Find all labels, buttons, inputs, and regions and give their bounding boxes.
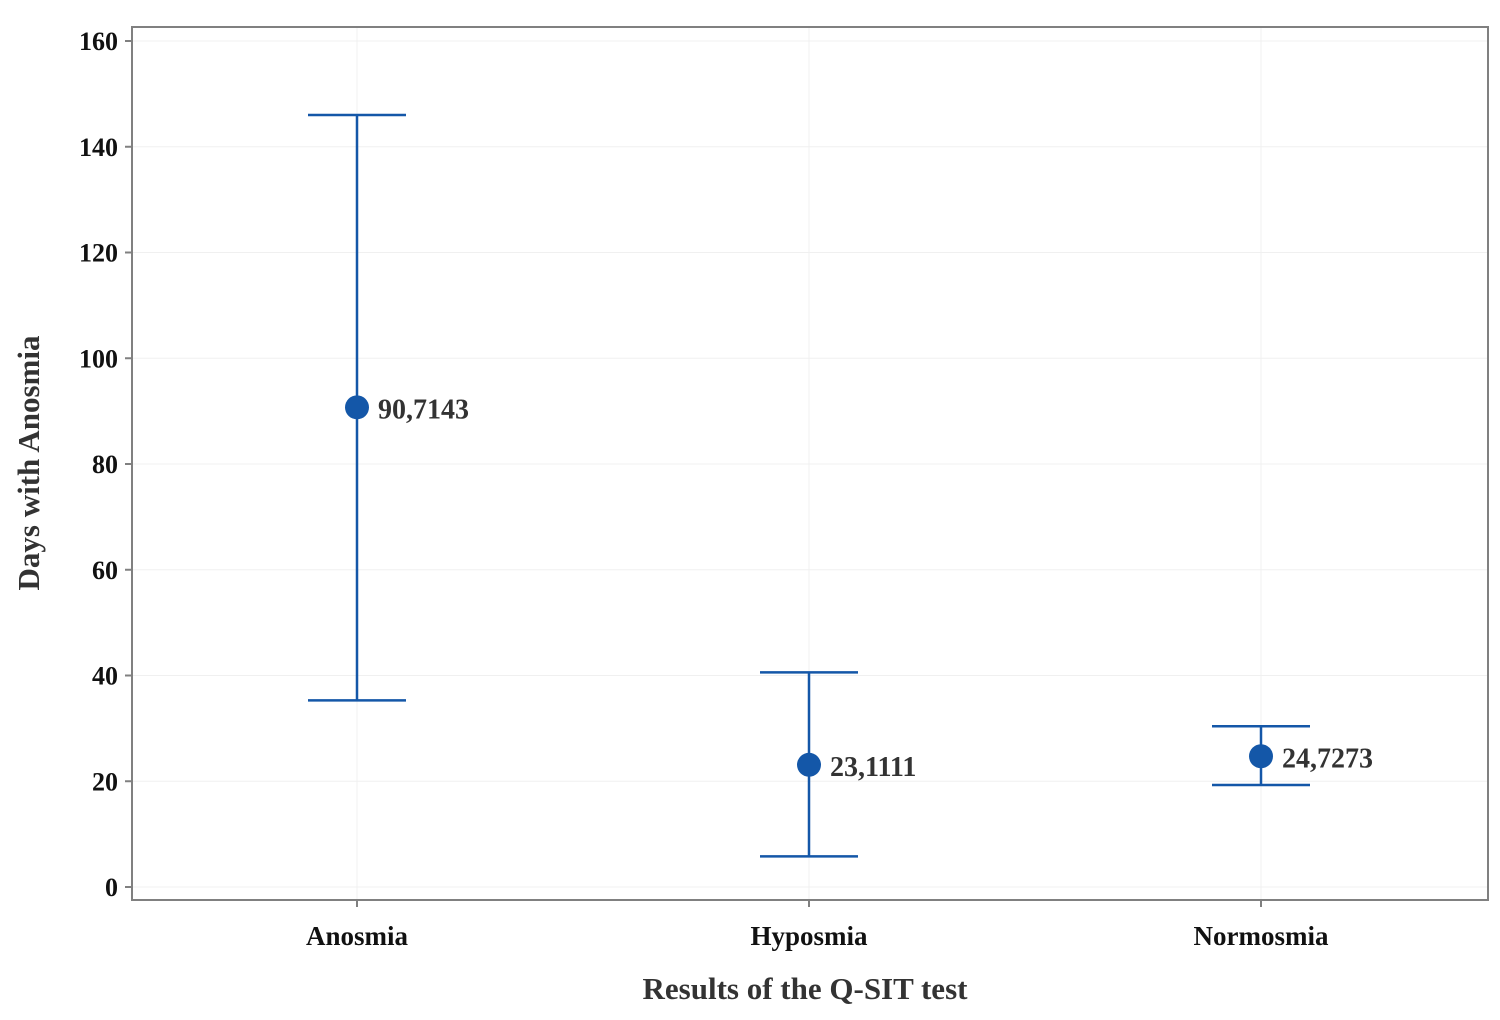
x-category-label: Normosmia xyxy=(1194,921,1329,951)
mean-point xyxy=(345,395,369,420)
mean-value-label: 24,7273 xyxy=(1282,743,1373,774)
y-tick-label: 100 xyxy=(79,344,118,373)
y-tick-label: 0 xyxy=(105,873,118,902)
y-tick-label: 160 xyxy=(79,27,118,56)
y-tick-label: 20 xyxy=(92,767,118,796)
x-category-label: Hyposmia xyxy=(750,921,868,951)
x-category-label: Anosmia xyxy=(306,921,409,951)
x-axis-title: Results of the Q-SIT test xyxy=(643,971,969,1006)
mean-value-label: 23,1111 xyxy=(830,752,916,783)
y-tick-label: 120 xyxy=(79,239,118,268)
y-tick-label: 140 xyxy=(79,133,118,162)
y-tick-label: 80 xyxy=(92,450,118,479)
mean-value-label: 90,7143 xyxy=(378,394,469,425)
y-tick-label: 40 xyxy=(92,662,118,691)
mean-point xyxy=(797,752,821,777)
data-marks: 90,7143 23,1111 24,7273 xyxy=(308,113,1373,858)
y-axis-title: Days with Anosmia xyxy=(11,335,46,590)
y-tick-label: 60 xyxy=(92,556,118,585)
mean-point xyxy=(1249,744,1273,769)
axes: 0 20 40 60 80 100 120 140 160 Anosmia Hyposmia Norm… xyxy=(79,27,1329,951)
